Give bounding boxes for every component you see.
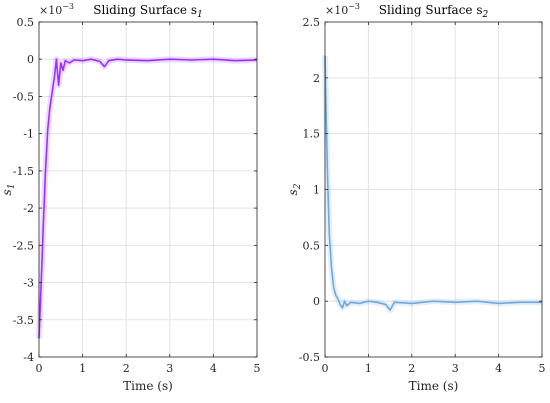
axis-multiplier: ×10−3 (325, 2, 360, 17)
x-tick-label: 0 (36, 362, 43, 375)
multiplier-exp: −3 (348, 2, 360, 11)
x-axis-label: Time (s) (409, 379, 459, 393)
y-tick-label: -3 (23, 277, 34, 290)
y-tick-label: 0.5 (17, 16, 35, 29)
chart-title-sub: 1 (197, 10, 203, 20)
y-axis-label: s2 (286, 183, 303, 195)
chart-title: Sliding Surface s2 (379, 3, 489, 20)
y-tick-label: 1 (313, 184, 320, 197)
multiplier-exp: −3 (62, 2, 74, 11)
plot-area (39, 22, 257, 357)
chart-title: Sliding Surface s1 (93, 3, 202, 20)
y-axis-label: s1 (0, 184, 17, 196)
y-tick-label: -2.5 (13, 239, 34, 252)
y-tick-label: 1.5 (303, 128, 321, 141)
y-tick-label: -1 (23, 128, 34, 141)
y-tick-label: 0 (313, 295, 320, 308)
y-axis-label-main: s (286, 189, 300, 195)
axis-multiplier: ×10−3 (39, 2, 74, 17)
x-tick-label: 5 (539, 362, 546, 375)
y-tick-label: 2.5 (303, 16, 321, 29)
y-tick-label: 2 (313, 72, 320, 85)
multiplier-base: ×10 (325, 4, 348, 17)
y-axis-label-main: s (0, 189, 14, 195)
chart-title-main: Sliding Surface s (379, 3, 483, 17)
axes-frame (38, 21, 258, 358)
y-axis-label-sub: 1 (7, 184, 17, 190)
y-tick-label: -0.5 (13, 90, 34, 103)
x-tick-label: 2 (408, 362, 415, 375)
chart-title-sub: 2 (481, 10, 488, 20)
x-tick-label: 3 (452, 362, 459, 375)
x-tick-label: 5 (254, 362, 261, 375)
x-tick-label: 1 (79, 362, 86, 375)
x-tick-label: 0 (322, 362, 329, 375)
series-line (324, 55, 542, 311)
series-line (38, 58, 258, 339)
x-tick-label: 1 (365, 362, 372, 375)
y-tick-label: -4 (23, 351, 34, 364)
multiplier-base: ×10 (39, 4, 62, 17)
y-tick-label: -3.5 (13, 314, 34, 327)
chart-s1: 0 1 2 3 4 5 0.5 0 -0.5 -1 -1.5 -2 -2.5 -3 -3.5 -4 ×10−3 S… (0, 2, 261, 393)
chart-title-main: Sliding Surface s (93, 3, 197, 17)
x-tick-label: 2 (123, 362, 130, 375)
x-tick-label: 4 (495, 362, 502, 375)
y-tick-label: 0 (27, 53, 34, 66)
x-axis-label: Time (s) (123, 379, 173, 393)
y-tick-label: -0.5 (299, 351, 320, 364)
y-tick-label: -2 (23, 202, 34, 215)
y-axis-label-sub: 2 (293, 183, 303, 190)
x-tick-label: 4 (210, 362, 217, 375)
y-tick-label: 0.5 (303, 239, 321, 252)
y-tick-label: -1.5 (13, 165, 34, 178)
chart-s2: 0 1 2 3 4 52.521.510.50-0.5×10−3 Sliding Surfa… (286, 2, 546, 393)
x-tick-label: 3 (166, 362, 173, 375)
